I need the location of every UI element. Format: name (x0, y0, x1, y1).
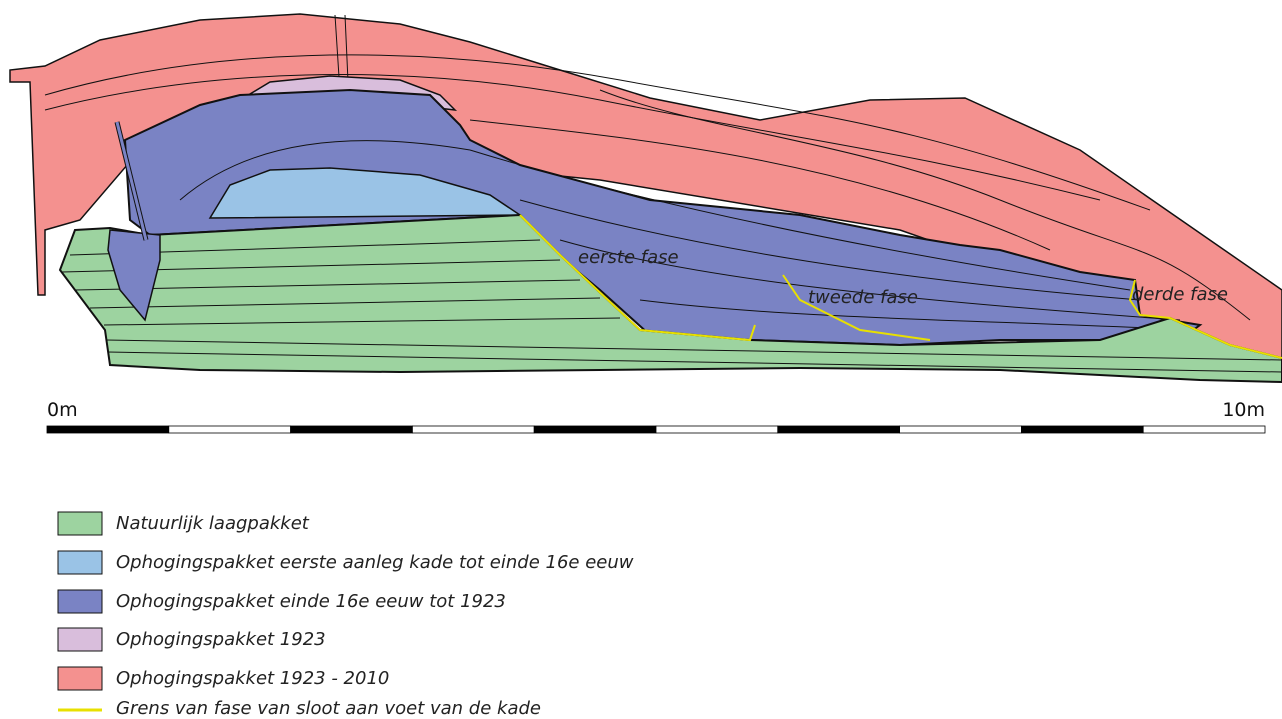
phase-label: derde fase (1132, 284, 1228, 305)
legend-swatch (57, 511, 103, 536)
legend: Natuurlijk laagpakket Ophogingspakket ee… (57, 511, 634, 719)
blue-wedge (107, 229, 161, 322)
green-lines (61, 239, 1282, 373)
post (115, 121, 148, 241)
phase-boundaries (519, 214, 1282, 359)
legend-label: Ophogingspakket einde 16e eeuw tot 1923 (116, 591, 506, 612)
blue-lines (179, 140, 1191, 331)
legend-label: Ophogingspakket eerste aanleg kade tot e… (116, 552, 634, 573)
scale-segment (1142, 425, 1266, 434)
scale-segment (168, 425, 292, 434)
legend-swatch (57, 550, 103, 575)
red-lines (44, 14, 1251, 321)
scale-segment (46, 425, 170, 434)
legend-label: Ophogingspakket 1923 (116, 629, 326, 650)
scale-segment (411, 425, 535, 434)
scale-end: 10m (1222, 399, 1265, 421)
scale-segment (1021, 425, 1144, 434)
phase-label: tweede fase (808, 287, 918, 308)
scale-bar (46, 425, 1266, 434)
layer-light-blue (208, 167, 523, 219)
scale-segment (899, 425, 1022, 434)
legend-swatch (57, 666, 103, 691)
scale-start: 0m (47, 399, 78, 421)
scale-segment (290, 425, 413, 434)
legend-label: Grens van fase van sloot aan voet van de… (116, 698, 541, 719)
legend-label: Ophogingspakket 1923 - 2010 (116, 668, 389, 689)
scale-segment (655, 425, 779, 434)
legend-label: Natuurlijk laagpakket (116, 513, 310, 534)
scale-segment (777, 425, 900, 434)
legend-swatch (57, 589, 103, 614)
scale-segment (533, 425, 657, 434)
legend-swatch (57, 627, 103, 652)
phase-label: eerste fase (578, 247, 679, 268)
